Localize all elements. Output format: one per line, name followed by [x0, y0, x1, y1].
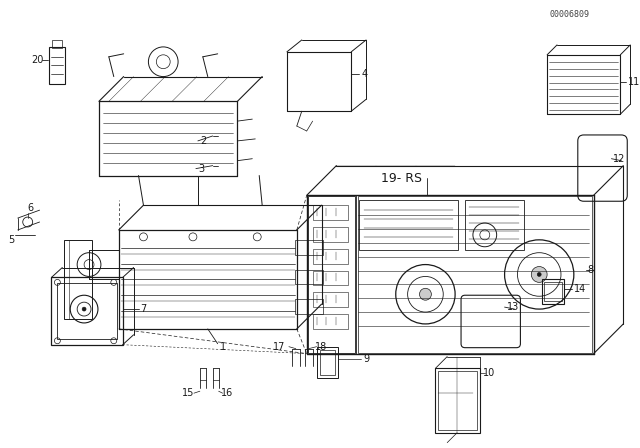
- Bar: [465, 200, 524, 250]
- Bar: [295, 270, 323, 284]
- Bar: [435, 368, 480, 433]
- Text: 7: 7: [141, 304, 147, 314]
- Text: 18: 18: [315, 342, 327, 352]
- Bar: [317, 347, 339, 379]
- Bar: [313, 227, 348, 242]
- Text: 14: 14: [574, 284, 586, 294]
- Bar: [313, 292, 348, 307]
- Text: 17: 17: [273, 342, 285, 352]
- Text: 12: 12: [613, 154, 626, 164]
- Text: 8: 8: [588, 264, 594, 275]
- Bar: [313, 205, 348, 220]
- Bar: [295, 299, 323, 314]
- Bar: [64, 240, 92, 319]
- Bar: [313, 271, 348, 285]
- Circle shape: [537, 272, 541, 276]
- Circle shape: [531, 267, 547, 282]
- Bar: [295, 240, 323, 254]
- Bar: [319, 349, 335, 375]
- Text: 20: 20: [31, 55, 44, 65]
- Circle shape: [419, 289, 431, 300]
- Bar: [49, 47, 65, 85]
- Text: 1: 1: [220, 342, 226, 352]
- Bar: [51, 277, 123, 345]
- Text: 15: 15: [182, 388, 194, 398]
- Bar: [542, 280, 564, 304]
- Bar: [438, 371, 477, 430]
- Text: 11: 11: [628, 77, 640, 86]
- Circle shape: [82, 307, 86, 311]
- Text: 9: 9: [363, 353, 369, 364]
- Text: 5: 5: [8, 235, 14, 245]
- Bar: [308, 196, 355, 353]
- Text: 19- RS: 19- RS: [381, 172, 422, 185]
- Text: 3: 3: [198, 164, 204, 173]
- Bar: [313, 314, 348, 329]
- Bar: [544, 282, 562, 301]
- Bar: [358, 196, 591, 353]
- Text: 00006809: 00006809: [549, 10, 589, 19]
- Text: 6: 6: [28, 203, 34, 213]
- Text: 10: 10: [483, 368, 495, 379]
- Text: 4: 4: [361, 69, 367, 78]
- Bar: [313, 249, 348, 263]
- Bar: [58, 284, 116, 339]
- Text: 2: 2: [200, 136, 206, 146]
- Text: 16: 16: [221, 388, 233, 398]
- Text: 13: 13: [506, 302, 519, 312]
- Bar: [52, 40, 62, 48]
- Bar: [359, 200, 458, 250]
